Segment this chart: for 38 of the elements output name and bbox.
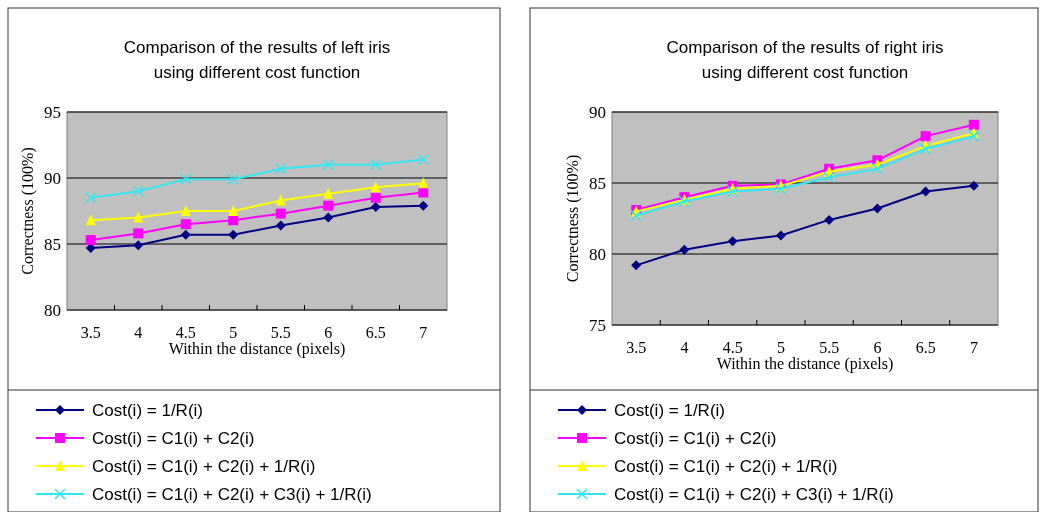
chart-title: Comparison of the results of left iris using different cost function (123, 38, 391, 82)
x-tick-label: 6.5 (365, 324, 386, 341)
x-tick-label: 4 (680, 339, 689, 356)
y-tick-label: 75 (589, 316, 606, 335)
y-axis-title: Correctness (100%) (19, 147, 37, 275)
y-tick-label: 85 (44, 235, 61, 254)
x-tick-label: 5 (776, 339, 785, 356)
y-tick-label: 95 (44, 103, 61, 122)
x-tick-label: 4 (134, 324, 143, 341)
legend-label: Cost(i) = C1(i) + C2(i) + 1/R(i) (614, 457, 838, 476)
legend-label: Cost(i) = 1/R(i) (614, 401, 725, 420)
x-tick-label: 3.5 (80, 324, 101, 341)
x-tick-label: 4.5 (722, 339, 743, 356)
x-tick-label: 5 (229, 324, 238, 341)
x-tick-label: 6 (324, 324, 333, 341)
legend-label: Cost(i) = C1(i) + C2(i) + C3(i) + 1/R(i) (92, 485, 372, 504)
x-tick-label: 6 (873, 339, 882, 356)
x-tick-label: 7 (969, 339, 978, 356)
y-tick-label: 85 (589, 174, 606, 193)
y-tick-label: 80 (589, 245, 606, 264)
x-tick-label: 5.5 (819, 339, 840, 356)
x-tick-label: 5.5 (270, 324, 291, 341)
x-axis-title: Within the distance (pixels) (168, 340, 346, 358)
y-tick-label: 90 (44, 169, 61, 188)
x-axis-title: Within the distance (pixels) (716, 355, 894, 373)
legend-label: Cost(i) = C1(i) + C2(i) + 1/R(i) (92, 457, 316, 476)
x-tick-label: 7 (419, 324, 428, 341)
legend-label: Cost(i) = C1(i) + C2(i) (92, 429, 255, 448)
legend-label: Cost(i) = C1(i) + C2(i) + C3(i) + 1/R(i) (614, 485, 894, 504)
x-tick-label: 6.5 (915, 339, 936, 356)
chart-title: Comparison of the results of right iris using different cost function (666, 38, 944, 82)
x-tick-label: 4.5 (175, 324, 196, 341)
y-axis-title: Correctness (100%) (564, 154, 582, 283)
y-tick-label: 80 (44, 301, 61, 320)
y-tick-label: 90 (589, 103, 606, 122)
legend-label: Cost(i) = C1(i) + C2(i) (614, 429, 777, 448)
x-tick-label: 3.5 (626, 339, 647, 356)
legend-label: Cost(i) = 1/R(i) (92, 401, 203, 420)
